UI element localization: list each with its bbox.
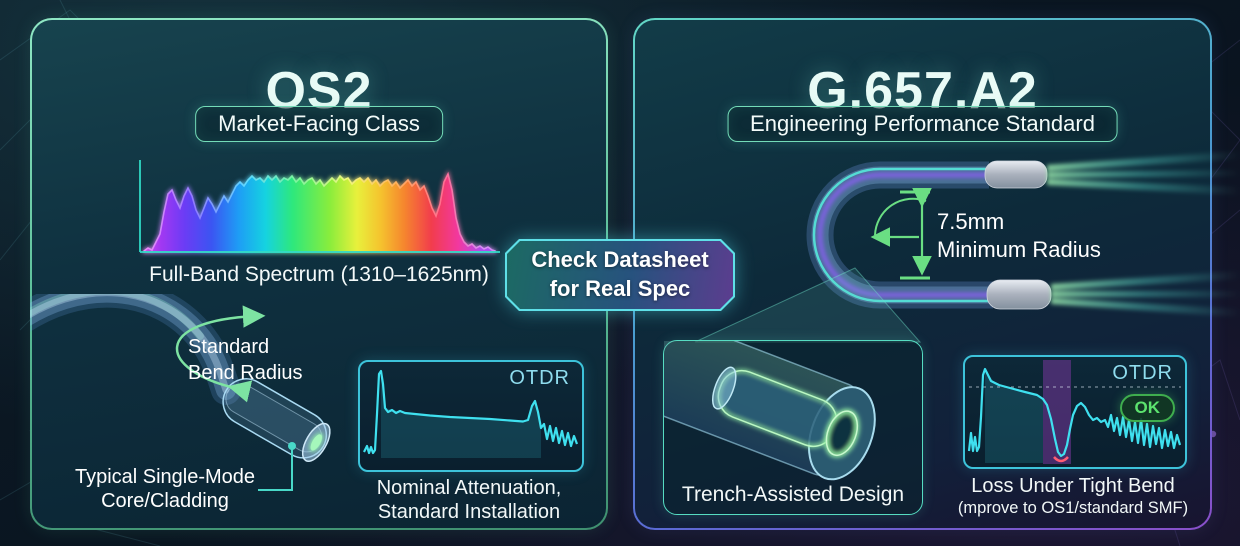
check-datasheet-badge-border: Check Datasheet for Real Spec (505, 239, 735, 311)
g657a2-panel: G.657.A2 Engineering Performance Standar… (633, 18, 1240, 530)
core-cladding-label-line1: Typical Single-Mode (74, 466, 256, 488)
otdr-caption-tight-bend-line1: Loss Under Tight Bend (971, 475, 1175, 497)
rainbow-spectrum-chart (139, 160, 500, 254)
otdr-trace-bend-loss (967, 360, 1182, 464)
os2-class-badge: Market-Facing Class (195, 106, 443, 142)
g657a2-title: G.657.A2 (807, 61, 1038, 120)
minimum-radius-value: 7.5mm (937, 209, 1005, 234)
os2-title: OS2 (265, 61, 373, 120)
otdr-caption-normal-line1: Nominal Attenuation, (376, 477, 562, 499)
g657a2-standard-badge: Engineering Performance Standard (727, 106, 1118, 142)
check-datasheet-line2: for Real Spec (549, 276, 691, 301)
check-datasheet-line1: Check Datasheet (531, 247, 709, 273)
bend-radius-label: Standard Bend Radius (188, 334, 303, 386)
otdr-caption-tight-bend-line2: (mprove to OS1/standard SMF) (957, 499, 1189, 517)
bend-radius-label-line1: Standard (188, 336, 270, 358)
core-cladding-label: Typical Single-Mode Core/Cladding (40, 466, 290, 513)
spectrum-caption: Full-Band Spectrum (1310–1625nm) (149, 263, 489, 286)
bend-radius-label-line2: Bend Radius (188, 362, 303, 384)
otdr-caption-normal-line2: Standard Installation (377, 501, 561, 523)
minimum-radius-text: Minimum Radius (937, 236, 1101, 262)
check-datasheet-badge[interactable]: Check Datasheet for Real Spec (505, 239, 735, 311)
core-cladding-label-line2: Core/Cladding (101, 489, 229, 512)
trench-cylinder-illustration (664, 341, 876, 481)
otdr-caption-tight-bend: Loss Under Tight Bend (mprove to OS1/sta… (951, 474, 1195, 519)
otdr-label: OTDR (1112, 362, 1173, 384)
u-bend-fiber-illustration (806, 151, 1240, 317)
otdr-label: OTDR (509, 367, 570, 389)
otdr-box-normal: OTDR (358, 360, 584, 472)
otdr-caption-normal: Nominal Attenuation, Standard Installati… (348, 476, 590, 524)
otdr-trace-normal (363, 369, 579, 458)
minimum-radius-label: 7.5mm Minimum Radius (937, 208, 1101, 263)
bent-fiber-illustration (30, 294, 331, 491)
trench-design-caption: Trench-Assisted Design (681, 483, 905, 506)
otdr-box-tight-bend: OTDR OK (963, 355, 1187, 469)
check-datasheet-badge-surface: Check Datasheet for Real Spec (507, 241, 733, 309)
trench-design-box: Trench-Assisted Design (663, 340, 923, 515)
ok-status-badge: OK (1119, 394, 1175, 422)
